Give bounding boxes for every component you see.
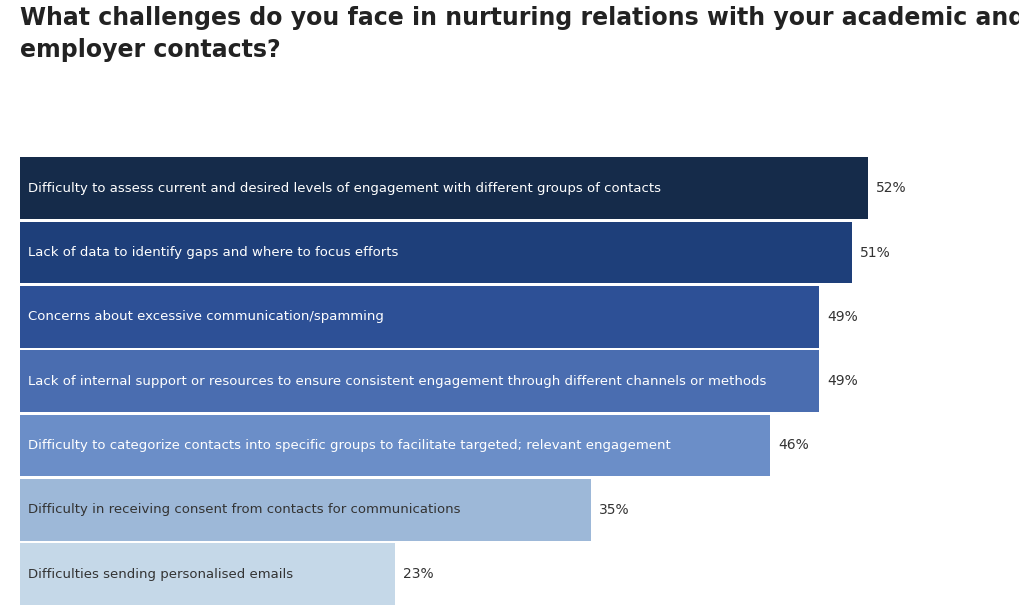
Text: 52%: 52% [876,182,907,195]
Text: 35%: 35% [599,503,630,517]
Bar [20,221,852,284]
Bar [20,479,591,541]
Bar [20,543,395,605]
Text: Difficulty to assess current and desired levels of engagement with different gro: Difficulty to assess current and desired… [29,182,661,195]
Text: Difficulties sending personalised emails: Difficulties sending personalised emails [29,567,293,581]
Text: What challenges do you face in nurturing relations with your academic and
employ: What challenges do you face in nurturing… [20,6,1019,62]
Text: 23%: 23% [404,567,434,581]
Text: 49%: 49% [827,310,858,324]
Text: Difficulty to categorize contacts into specific groups to facilitate targeted; r: Difficulty to categorize contacts into s… [29,439,671,452]
Text: Lack of data to identify gaps and where to focus efforts: Lack of data to identify gaps and where … [29,246,398,259]
Bar [20,286,819,348]
Text: 51%: 51% [860,246,891,260]
Text: 46%: 46% [779,439,809,453]
Text: 49%: 49% [827,374,858,388]
Text: Lack of internal support or resources to ensure consistent engagement through di: Lack of internal support or resources to… [29,374,766,388]
Text: Difficulty in receiving consent from contacts for communications: Difficulty in receiving consent from con… [29,503,461,516]
Bar [20,414,770,476]
Text: Concerns about excessive communication/spamming: Concerns about excessive communication/s… [29,310,384,323]
Bar [20,350,819,412]
Bar [20,157,868,219]
